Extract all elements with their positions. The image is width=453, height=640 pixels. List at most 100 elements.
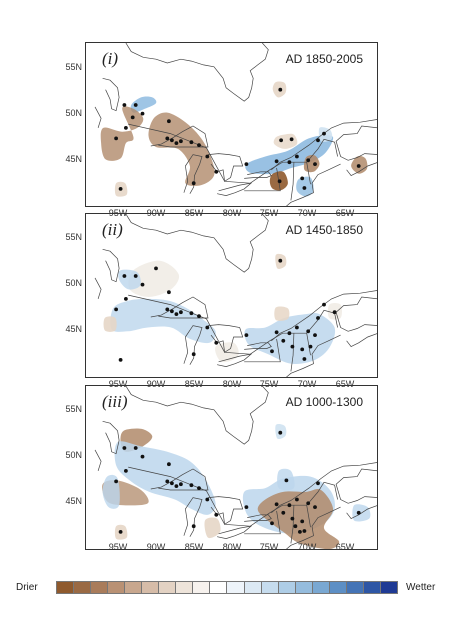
proxy-site-marker bbox=[274, 330, 279, 335]
proxy-site-marker bbox=[140, 111, 145, 116]
coastline bbox=[306, 505, 311, 528]
lon-label: 95W bbox=[108, 208, 128, 218]
coastline bbox=[207, 496, 244, 525]
proxy-site-marker bbox=[122, 446, 127, 450]
proxy-site-marker bbox=[133, 446, 138, 450]
panel-period-i: AD 1850-2005 bbox=[285, 52, 363, 66]
coastline bbox=[94, 449, 102, 472]
coastline bbox=[217, 353, 253, 367]
proxy-site-marker bbox=[287, 160, 292, 165]
proxy-site-marker bbox=[167, 119, 171, 124]
coastline bbox=[335, 125, 377, 161]
legend-swatch bbox=[244, 581, 262, 594]
coastline bbox=[244, 171, 272, 179]
coastline bbox=[271, 119, 377, 171]
legend-swatch bbox=[312, 581, 330, 594]
legend-swatch bbox=[125, 581, 143, 594]
lon-label: 95W bbox=[108, 379, 128, 389]
lon-label: 75W bbox=[259, 379, 279, 389]
lon-label: 65W bbox=[335, 208, 355, 218]
proxy-site-marker bbox=[122, 274, 127, 278]
proxy-site-marker bbox=[244, 333, 249, 337]
panel-label-ii: (ii) bbox=[102, 220, 123, 239]
lat-label: 45N bbox=[65, 154, 82, 164]
proxy-site-marker bbox=[124, 469, 128, 473]
proxy-site-marker bbox=[179, 482, 183, 487]
moisture-anomaly-region bbox=[130, 96, 157, 113]
coastline bbox=[346, 333, 377, 348]
moisture-anomaly-region bbox=[204, 517, 221, 539]
proxy-site-marker bbox=[295, 154, 299, 159]
lat-label: 55N bbox=[65, 232, 82, 242]
proxy-site-marker bbox=[279, 138, 283, 143]
proxy-site-marker bbox=[281, 338, 286, 343]
coastline bbox=[244, 342, 272, 350]
map-svg-iii bbox=[94, 386, 377, 549]
proxy-site-marker bbox=[165, 479, 170, 484]
coastline bbox=[244, 338, 281, 363]
proxy-site-marker bbox=[130, 115, 135, 120]
proxy-site-marker bbox=[205, 154, 210, 159]
proxy-site-marker bbox=[154, 266, 158, 271]
moisture-anomaly-region bbox=[245, 135, 334, 175]
coastline bbox=[94, 106, 102, 129]
lat-label: 55N bbox=[65, 404, 82, 414]
coastline bbox=[335, 468, 377, 504]
legend-swatch bbox=[74, 581, 92, 594]
proxy-site-marker bbox=[205, 325, 210, 330]
proxy-site-marker bbox=[306, 158, 311, 163]
proxy-site-marker bbox=[270, 349, 274, 354]
coastline bbox=[150, 125, 209, 148]
coastline bbox=[244, 167, 281, 192]
legend-drier-label: Drier bbox=[16, 582, 38, 593]
lon-label: 85W bbox=[184, 208, 204, 218]
legend-swatch bbox=[261, 581, 279, 594]
coastline bbox=[102, 420, 120, 455]
moisture-anomaly-region bbox=[148, 112, 215, 186]
proxy-site-marker bbox=[197, 143, 201, 147]
proxy-site-marker bbox=[244, 505, 249, 509]
panel-period-ii: AD 1450-1850 bbox=[285, 223, 363, 237]
coastline bbox=[290, 333, 295, 372]
proxy-site-marker bbox=[295, 325, 299, 330]
proxy-site-marker bbox=[124, 126, 128, 130]
panel-iii: (iii) AD 1000-1300 bbox=[85, 385, 378, 550]
proxy-site-marker bbox=[313, 162, 317, 166]
proxy-site-marker bbox=[322, 302, 326, 307]
coastline bbox=[286, 506, 341, 549]
proxy-site-marker bbox=[133, 274, 138, 278]
lat-label: 50N bbox=[65, 450, 82, 460]
proxy-site-marker bbox=[281, 510, 286, 515]
lat-label: 45N bbox=[65, 324, 82, 334]
proxy-site-marker bbox=[114, 479, 118, 484]
legend-swatch bbox=[210, 581, 228, 594]
proxy-site-marker bbox=[167, 290, 171, 295]
panel-ii: (ii) AD 1450-1850 bbox=[85, 213, 378, 378]
proxy-site-marker bbox=[316, 481, 320, 486]
proxy-site-marker bbox=[322, 131, 326, 136]
lon-label: 65W bbox=[335, 542, 355, 552]
moisture-anomaly-region bbox=[273, 133, 298, 149]
coastline bbox=[94, 277, 102, 300]
proxy-site-marker bbox=[214, 512, 219, 517]
proxy-site-marker bbox=[356, 510, 361, 515]
proxy-site-marker bbox=[191, 352, 196, 357]
legend-swatch bbox=[193, 581, 211, 594]
proxy-site-marker bbox=[278, 430, 283, 435]
legend-swatch bbox=[56, 581, 75, 594]
moisture-anomaly-region bbox=[110, 298, 216, 344]
coastline bbox=[271, 462, 377, 514]
proxy-site-marker bbox=[170, 309, 174, 314]
proxy-site-marker bbox=[287, 503, 292, 508]
coastline bbox=[150, 468, 209, 491]
lon-label: 85W bbox=[184, 542, 204, 552]
proxy-site-marker bbox=[306, 501, 311, 506]
coastline bbox=[290, 162, 295, 201]
moisture-anomaly-region bbox=[103, 316, 117, 332]
proxy-site-marker bbox=[274, 159, 279, 164]
lat-label: 45N bbox=[65, 496, 82, 506]
proxy-site-marker bbox=[356, 164, 361, 168]
legend-color-bar bbox=[56, 581, 398, 594]
coastline bbox=[290, 505, 295, 544]
lon-label: 95W bbox=[108, 542, 128, 552]
